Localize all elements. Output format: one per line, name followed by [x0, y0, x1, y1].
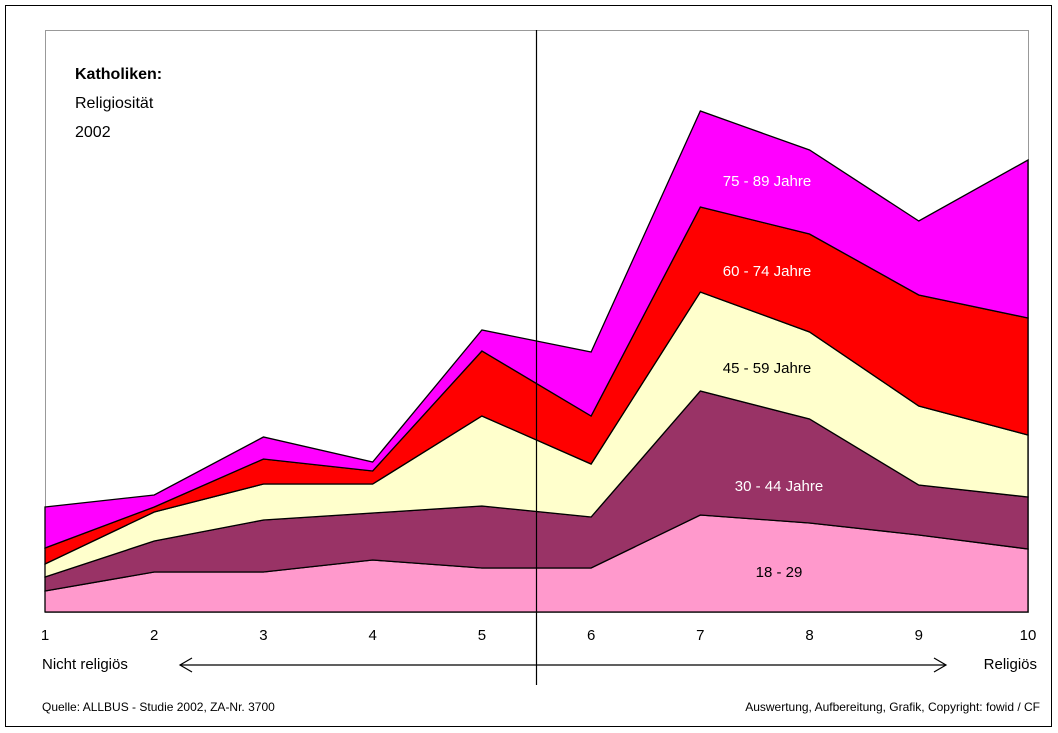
x-tick-label: 4 — [368, 627, 376, 644]
series-label: 45 - 59 Jahre — [723, 360, 811, 377]
area — [44, 110, 1029, 549]
x-axis-right-label: Religiös — [984, 656, 1037, 673]
chart-title: Katholiken: — [75, 66, 162, 83]
x-axis-left-label: Nicht religiös — [42, 656, 128, 673]
series-label: 60 - 74 Jahre — [723, 263, 811, 280]
x-tick-label: 8 — [805, 627, 813, 644]
arrow — [178, 657, 948, 673]
credit: Auswertung, Aufbereitung, Grafik, Copyri… — [745, 700, 1040, 714]
x-tick-label: 2 — [150, 627, 158, 644]
series-label: 18 - 29 — [756, 564, 803, 581]
series-label: 30 - 44 Jahre — [735, 478, 823, 495]
subtitle: Religiosität — [75, 95, 154, 112]
series-label: 75 - 89 Jahre — [723, 173, 811, 190]
source: Quelle: ALLBUS - Studie 2002, ZA-Nr. 370… — [42, 700, 275, 714]
x-tick-label: 10 — [1020, 627, 1037, 644]
year: 2002 — [75, 124, 111, 141]
x-tick-label: 9 — [915, 627, 923, 644]
x-tick-label: 1 — [41, 627, 49, 644]
x-tick-label: 6 — [587, 627, 595, 644]
x-tick-label: 5 — [478, 627, 486, 644]
x-tick-label: 3 — [259, 627, 267, 644]
x-tick-label: 7 — [696, 627, 704, 644]
